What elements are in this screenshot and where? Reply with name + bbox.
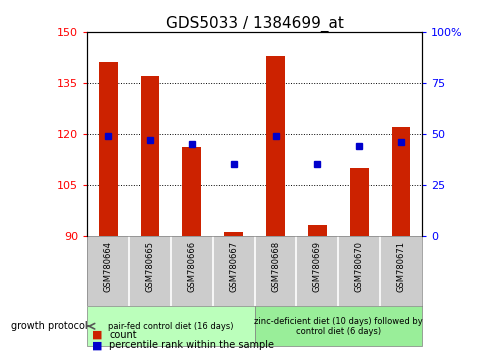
Text: ■: ■ [92,340,103,350]
Bar [349,168,368,235]
Text: GSM780667: GSM780667 [229,241,238,292]
Bar [99,62,118,235]
Bar [254,306,421,346]
Text: zinc-deficient diet (10 days) followed by
control diet (6 days): zinc-deficient diet (10 days) followed b… [254,316,422,336]
Text: percentile rank within the sample: percentile rank within the sample [109,340,273,350]
Bar [391,127,409,235]
Title: GDS5033 / 1384699_at: GDS5033 / 1384699_at [166,16,343,32]
Bar [140,76,159,235]
Text: GSM780671: GSM780671 [396,241,405,292]
Text: GSM780665: GSM780665 [145,241,154,292]
Text: ■: ■ [92,330,103,339]
Text: growth protocol: growth protocol [11,321,88,331]
Text: count: count [109,330,136,339]
Text: GSM780670: GSM780670 [354,241,363,292]
Bar [182,147,201,235]
Text: GSM780668: GSM780668 [271,241,279,292]
Text: pair-fed control diet (16 days): pair-fed control diet (16 days) [108,322,233,331]
Bar [266,56,285,235]
Text: GSM780664: GSM780664 [104,241,112,292]
Bar [307,225,326,235]
Text: GSM780666: GSM780666 [187,241,196,292]
Bar [87,306,254,346]
Text: GSM780669: GSM780669 [312,241,321,292]
Bar [224,232,242,235]
